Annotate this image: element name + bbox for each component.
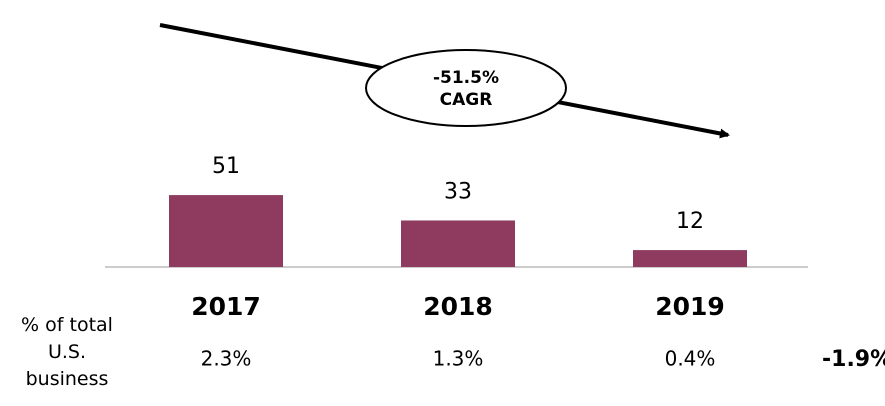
bar bbox=[401, 220, 515, 267]
value-label: 12 bbox=[676, 209, 704, 234]
x-tick-label: 2019 bbox=[655, 292, 725, 321]
row-change: -1.9% bbox=[822, 347, 885, 372]
row-value: 1.3% bbox=[433, 347, 484, 371]
row-value: 2.3% bbox=[201, 347, 252, 371]
value-label: 33 bbox=[444, 179, 472, 204]
bar bbox=[169, 195, 283, 267]
x-tick-label: 2018 bbox=[423, 292, 493, 321]
x-tick-label: 2017 bbox=[191, 292, 261, 321]
row-value: 0.4% bbox=[665, 347, 716, 371]
bar bbox=[633, 250, 747, 267]
cagr-bubble bbox=[365, 49, 567, 127]
row-label: % of total U.S. business bbox=[21, 314, 113, 390]
cagr-label: -51.5% CAGR bbox=[433, 68, 499, 110]
value-label: 51 bbox=[212, 154, 240, 179]
